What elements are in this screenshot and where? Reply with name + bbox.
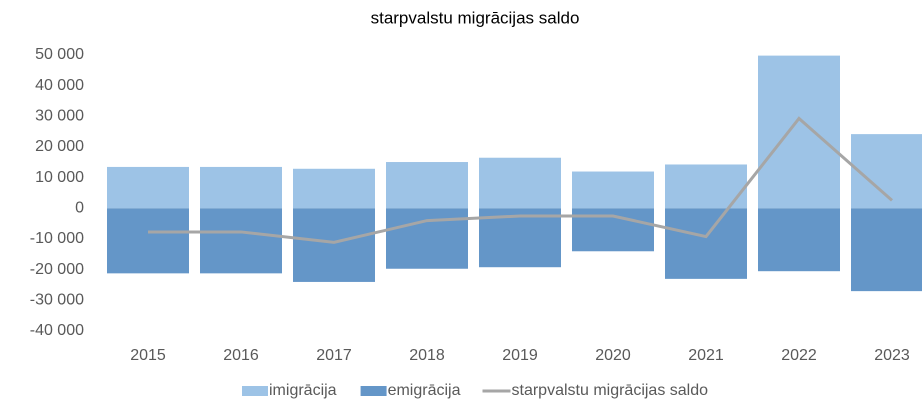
x-tick-label: 2018 <box>409 347 445 364</box>
bar <box>386 162 468 209</box>
bar <box>665 208 747 279</box>
line <box>148 116 893 244</box>
x-tick-label: 2017 <box>316 347 352 364</box>
legend-label: emigrācija <box>388 382 461 399</box>
legend-marker <box>242 386 268 396</box>
chart-title: starpvalstu migrācijas saldo <box>371 8 580 27</box>
y-tick-label: -10 000 <box>30 230 84 247</box>
x-tick-label: 2019 <box>502 347 538 364</box>
legend-label: imigrācija <box>269 382 337 399</box>
bar <box>386 208 468 269</box>
y-tick-label: 30 000 <box>35 108 84 125</box>
y-tick-label: -40 000 <box>30 322 84 339</box>
bar <box>200 166 282 209</box>
x-tick-label: 2016 <box>223 347 259 364</box>
x-tick-label: 2021 <box>688 347 724 364</box>
y-tick-label: -30 000 <box>30 292 84 309</box>
bar <box>851 208 922 292</box>
y-tick-label: -20 000 <box>30 261 84 278</box>
bar <box>107 166 189 209</box>
x-tick-label: 2022 <box>781 347 817 364</box>
bar <box>479 157 561 209</box>
legend-label: starpvalstu migrācijas saldo <box>512 382 709 399</box>
bar <box>758 55 840 209</box>
x-tick-label: 2020 <box>595 347 631 364</box>
x-tick-label: 2023 <box>874 347 910 364</box>
y-tick-label: 50 000 <box>35 46 84 63</box>
y-tick-label: 0 <box>75 200 84 217</box>
bar <box>758 208 840 272</box>
legend-marker <box>360 386 387 396</box>
y-tick-label: 10 000 <box>35 169 84 186</box>
x-tick-label: 2015 <box>130 347 166 364</box>
bar <box>107 208 189 274</box>
y-tick-label: 40 000 <box>35 77 84 94</box>
bar <box>293 208 375 282</box>
bar <box>572 171 654 209</box>
bar <box>200 208 282 274</box>
y-tick-label: 20 000 <box>35 138 84 155</box>
bar <box>293 168 375 209</box>
